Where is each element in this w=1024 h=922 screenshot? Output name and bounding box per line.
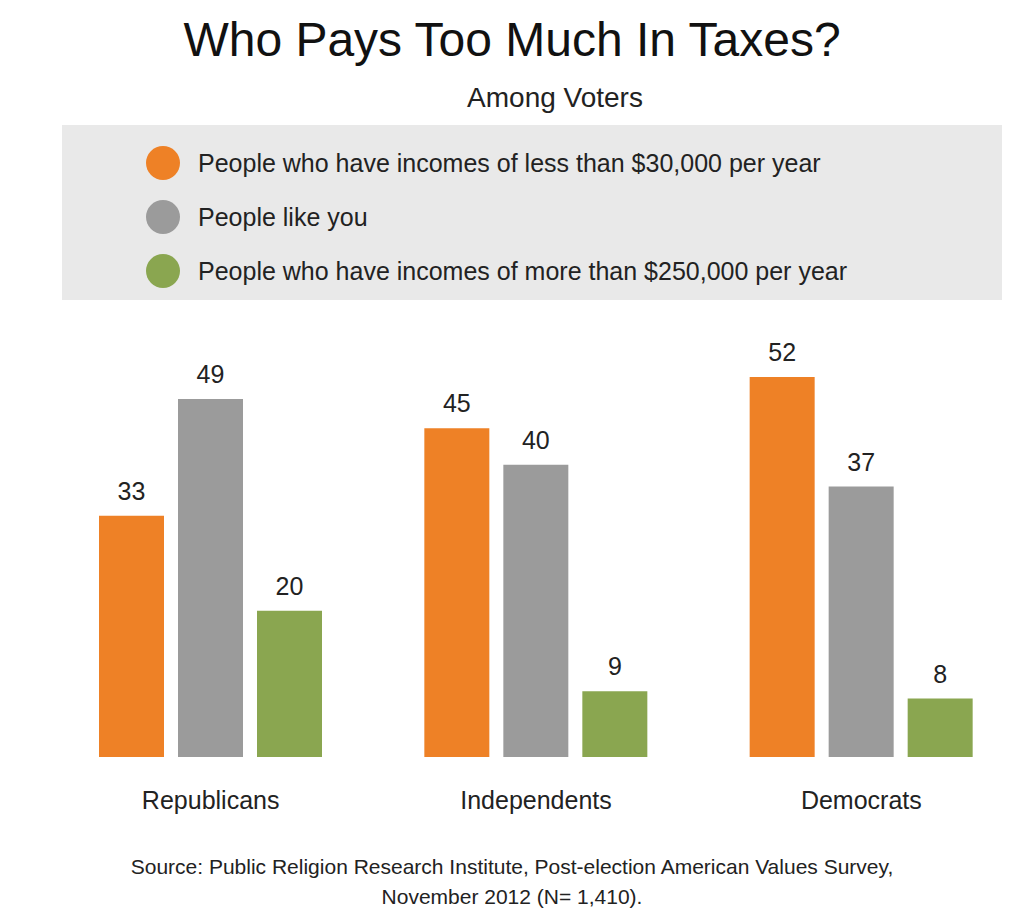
html-text:Source: Public Religion Resear: Source: Public Religion Research Institu… — [130, 855, 894, 908]
html-text:Who Pays Too Much In Taxes?: Who Pays Too Much In Taxes? — [183, 13, 841, 66]
html-text:Among Voters: Among Voters — [467, 82, 643, 113]
svg-text:37: 37 — [847, 448, 875, 476]
svg-text:52: 52 — [768, 338, 796, 366]
svg-text:8: 8 — [933, 660, 947, 688]
html-text:People like you: People like you — [198, 202, 368, 231]
svg-text:40: 40 — [522, 426, 550, 454]
svg-text:Republicans: Republicans — [142, 786, 280, 814]
svg-text:Independents: Independents — [460, 786, 612, 814]
svg-text:49: 49 — [197, 360, 225, 388]
html-text:People who have incomes of les: People who have incomes of less than $30… — [198, 148, 821, 177]
html-text:People who have incomes of mor: People who have incomes of more than $25… — [198, 256, 847, 285]
svg-text:9: 9 — [608, 652, 622, 680]
svg-text:20: 20 — [276, 572, 304, 600]
svg-text:33: 33 — [118, 477, 146, 505]
svg-text:45: 45 — [443, 389, 471, 417]
svg-text:Democrats: Democrats — [801, 786, 922, 814]
